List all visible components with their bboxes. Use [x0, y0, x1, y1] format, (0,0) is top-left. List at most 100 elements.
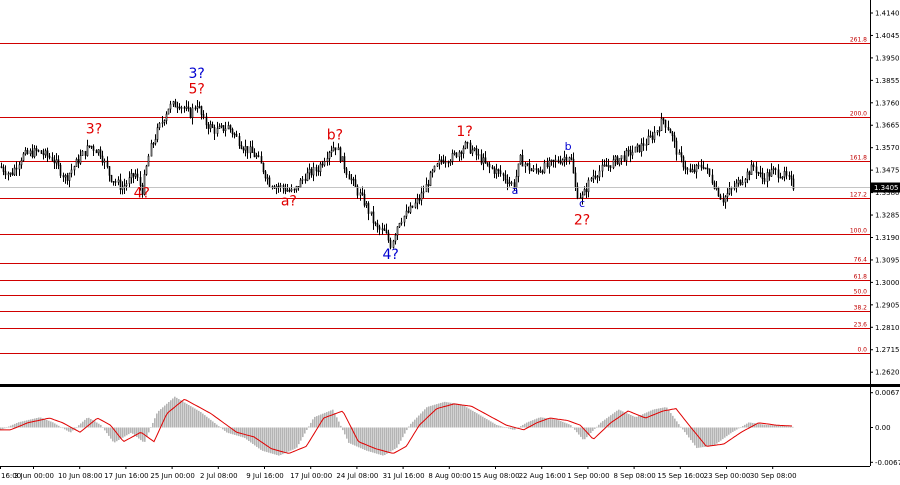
- time-tick-label: 15 Sep 16:00: [657, 472, 704, 480]
- macd-bar: [400, 427, 402, 441]
- candle-body: [183, 107, 186, 109]
- candle-body: [77, 159, 80, 164]
- price-tick-label: 1.4045: [875, 32, 900, 40]
- candle-body: [524, 163, 527, 167]
- macd-bar: [52, 422, 54, 428]
- time-tick-label: 8 Sep 08:00: [613, 472, 655, 480]
- candle-body: [409, 205, 412, 213]
- candle-body: [125, 183, 128, 186]
- macd-bar: [366, 427, 368, 451]
- macd-bar: [492, 422, 494, 428]
- macd-bar: [630, 414, 632, 428]
- candle-body: [101, 155, 104, 163]
- macd-bar: [352, 427, 354, 445]
- macd-bar: [670, 413, 672, 428]
- candle-body: [130, 173, 133, 179]
- candle-body: [301, 178, 304, 181]
- macd-bar: [720, 427, 722, 441]
- macd-bar: [120, 427, 122, 439]
- candle-body: [667, 126, 670, 130]
- macd-bar: [390, 427, 392, 452]
- macd-bar: [30, 419, 32, 428]
- candle-body: [781, 176, 784, 179]
- macd-bar: [272, 427, 274, 454]
- candle-body: [187, 106, 190, 109]
- macd-bar: [602, 421, 604, 428]
- macd-bar: [62, 427, 64, 429]
- price-tick-label: 1.3665: [875, 122, 900, 130]
- macd-bar: [712, 427, 714, 446]
- macd-bar: [156, 413, 158, 428]
- macd-bar: [204, 415, 206, 428]
- candle-body: [156, 127, 159, 140]
- candle-body: [172, 101, 175, 105]
- candle-body: [557, 159, 560, 163]
- candle-body: [286, 189, 289, 192]
- candle-body: [169, 103, 172, 110]
- candle-body: [387, 232, 390, 241]
- macd-bar: [404, 427, 406, 434]
- candle-body: [528, 163, 531, 171]
- candle-body: [755, 166, 758, 173]
- macd-bar: [640, 415, 642, 428]
- macd-bar: [48, 420, 50, 428]
- candle-body: [139, 177, 142, 186]
- macd-bar: [506, 427, 508, 428]
- macd-bar: [578, 427, 580, 435]
- candle-body: [110, 175, 113, 182]
- macd-bar: [692, 427, 694, 443]
- macd-bar: [8, 426, 10, 428]
- candle-body: [198, 106, 201, 108]
- macd-bar: [786, 426, 788, 428]
- candle-body: [352, 178, 355, 181]
- macd-bar: [16, 422, 18, 428]
- macd-bar: [398, 427, 400, 445]
- candle-body: [152, 143, 155, 145]
- candle-body: [788, 175, 791, 177]
- wave-label: b?: [327, 127, 343, 143]
- macd-bar: [582, 427, 584, 440]
- macd-bar: [40, 417, 42, 428]
- candle-body: [249, 146, 252, 154]
- macd-bar: [406, 427, 408, 431]
- candle-body: [213, 127, 216, 134]
- macd-bar: [686, 427, 688, 435]
- macd-bar: [344, 427, 346, 435]
- macd-bar: [690, 427, 692, 441]
- macd-bar: [476, 413, 478, 428]
- candle-body: [541, 170, 544, 173]
- candle-body: [684, 166, 687, 170]
- candle-body: [103, 160, 106, 163]
- macd-bar: [750, 422, 752, 428]
- macd-bar: [102, 427, 104, 428]
- candle-body: [739, 179, 742, 185]
- wave-label: 3?: [188, 66, 204, 82]
- macd-bar: [64, 427, 66, 430]
- candle-body: [405, 210, 408, 217]
- candle-body: [418, 198, 421, 201]
- candle-body: [145, 165, 148, 175]
- macd-bar: [388, 427, 390, 453]
- candle-body: [150, 143, 153, 157]
- macd-bar: [330, 410, 332, 428]
- candle-body: [596, 176, 599, 179]
- macd-bar: [284, 427, 286, 454]
- candle-body: [51, 157, 54, 161]
- macd-bar: [206, 416, 208, 428]
- macd-bar: [42, 418, 44, 428]
- macd-bar: [154, 418, 156, 428]
- time-tick-label: 24 Jul 08:00: [336, 472, 378, 480]
- time-tick-label: 3 Jun 00:00: [14, 472, 54, 480]
- price-tick-label: 1.2905: [875, 301, 900, 309]
- candle-body: [119, 179, 122, 190]
- candle-body: [598, 170, 601, 178]
- macd-bar: [360, 427, 362, 449]
- macd-bar: [550, 418, 552, 428]
- macd-bar: [416, 417, 418, 428]
- candle-body: [761, 172, 764, 179]
- wave-label: 5?: [188, 81, 204, 97]
- macd-bar: [142, 427, 144, 442]
- macd-bar: [600, 422, 602, 428]
- macd-bar: [396, 427, 398, 448]
- macd-bar: [168, 402, 170, 428]
